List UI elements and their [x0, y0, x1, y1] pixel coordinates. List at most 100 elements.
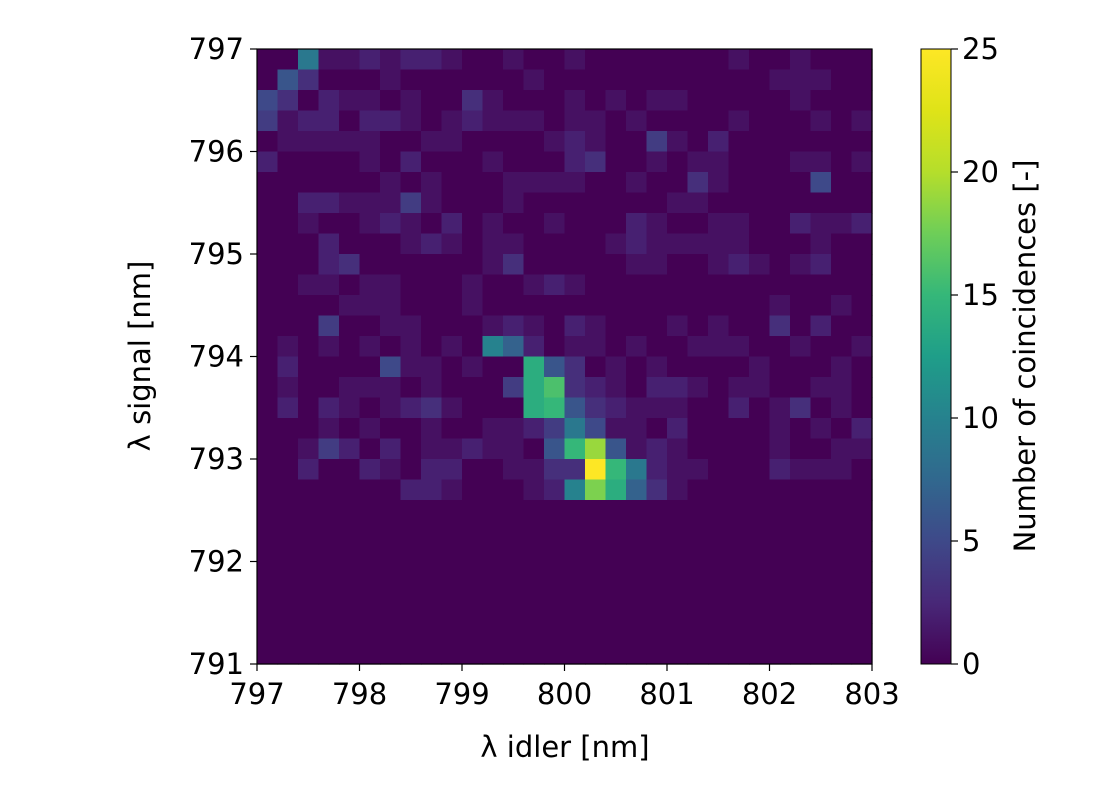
heatmap-cell — [298, 500, 320, 522]
heatmap-cell — [462, 479, 484, 501]
heatmap-cell — [482, 397, 504, 419]
heatmap-cell — [831, 561, 853, 583]
heatmap-cell — [544, 643, 566, 665]
heatmap-cell — [728, 151, 750, 173]
heatmap-cell — [503, 356, 525, 378]
heatmap-cell — [298, 561, 320, 583]
heatmap-cell — [482, 500, 504, 522]
heatmap-cell — [605, 356, 627, 378]
heatmap-cell — [810, 561, 832, 583]
heatmap-cell — [400, 336, 422, 358]
heatmap-cell — [318, 233, 340, 255]
heatmap-cell — [503, 254, 525, 276]
heatmap-cell — [400, 213, 422, 235]
heatmap-cell — [441, 623, 463, 645]
heatmap-cell — [257, 418, 279, 440]
heatmap-cell — [359, 500, 381, 522]
heatmap-cell — [441, 397, 463, 419]
heatmap-cell — [769, 90, 791, 112]
heatmap-cell — [400, 377, 422, 399]
heatmap-cell — [790, 582, 812, 604]
heatmap-cell — [298, 397, 320, 419]
heatmap-cell — [769, 479, 791, 501]
heatmap-cell — [646, 397, 668, 419]
heatmap-cell — [605, 541, 627, 563]
heatmap-cell — [851, 90, 873, 112]
heatmap-cell — [564, 479, 586, 501]
heatmap-cell — [462, 172, 484, 194]
heatmap-cell — [667, 131, 689, 153]
heatmap-cell — [523, 479, 545, 501]
heatmap-cell — [421, 131, 443, 153]
heatmap-cell — [810, 254, 832, 276]
heatmap-cell — [298, 479, 320, 501]
heatmap-cell — [728, 254, 750, 276]
heatmap-cell — [749, 213, 771, 235]
heatmap-cell — [257, 213, 279, 235]
heatmap-cell — [769, 151, 791, 173]
heatmap-cell — [544, 377, 566, 399]
heatmap-cell — [626, 541, 648, 563]
heatmap-cell — [831, 377, 853, 399]
heatmap-cell — [646, 336, 668, 358]
heatmap-cell — [421, 315, 443, 337]
heatmap-cell — [277, 49, 299, 71]
heatmap-cell — [380, 500, 402, 522]
heatmap-cell — [441, 418, 463, 440]
heatmap-cell — [646, 623, 668, 645]
heatmap-cell — [503, 418, 525, 440]
heatmap-cell — [441, 90, 463, 112]
heatmap-cell — [421, 336, 443, 358]
heatmap-cell — [810, 110, 832, 132]
heatmap-cell — [851, 623, 873, 645]
heatmap-cell — [790, 418, 812, 440]
x-tick-label: 797 — [229, 677, 284, 711]
heatmap-cell — [503, 49, 525, 71]
heatmap-cell — [441, 500, 463, 522]
heatmap-cell — [523, 315, 545, 337]
heatmap-cell — [257, 500, 279, 522]
heatmap-cell — [585, 295, 607, 317]
heatmap-cell — [687, 397, 709, 419]
heatmap-cell — [708, 623, 730, 645]
heatmap-cell — [626, 213, 648, 235]
heatmap-cell — [851, 561, 873, 583]
heatmap-cell — [646, 418, 668, 440]
heatmap-cell — [523, 561, 545, 583]
heatmap-cell — [790, 151, 812, 173]
heatmap-cell — [728, 274, 750, 296]
heatmap-cell — [646, 172, 668, 194]
heatmap-cell — [380, 315, 402, 337]
heatmap-cell — [851, 172, 873, 194]
heatmap-cell — [831, 602, 853, 624]
heatmap-cell — [257, 459, 279, 481]
heatmap-cell — [421, 233, 443, 255]
heatmap-cell — [585, 541, 607, 563]
heatmap-cell — [810, 623, 832, 645]
heatmap-cell — [298, 192, 320, 214]
heatmap-cell — [626, 172, 648, 194]
heatmap-cell — [585, 479, 607, 501]
heatmap-cell — [790, 377, 812, 399]
heatmap-cell — [503, 295, 525, 317]
heatmap-cell — [503, 131, 525, 153]
heatmap-cell — [359, 459, 381, 481]
heatmap-cell — [277, 459, 299, 481]
heatmap-cell — [851, 479, 873, 501]
heatmap-cell — [339, 561, 361, 583]
heatmap-cell — [687, 172, 709, 194]
heatmap-cell — [257, 438, 279, 460]
heatmap-cell — [585, 582, 607, 604]
heatmap-cell — [769, 623, 791, 645]
x-tick-label: 798 — [332, 677, 387, 711]
colorbar-tick-label: 20 — [962, 155, 999, 189]
heatmap-cell — [769, 643, 791, 665]
heatmap-cell — [257, 192, 279, 214]
heatmap-cell — [769, 274, 791, 296]
heatmap-cell — [667, 520, 689, 542]
colorbar-label: Number of coincidences [-] — [1008, 160, 1042, 553]
heatmap-cell — [667, 438, 689, 460]
heatmap-cell — [318, 377, 340, 399]
heatmap-cell — [503, 500, 525, 522]
heatmap-cell — [749, 233, 771, 255]
